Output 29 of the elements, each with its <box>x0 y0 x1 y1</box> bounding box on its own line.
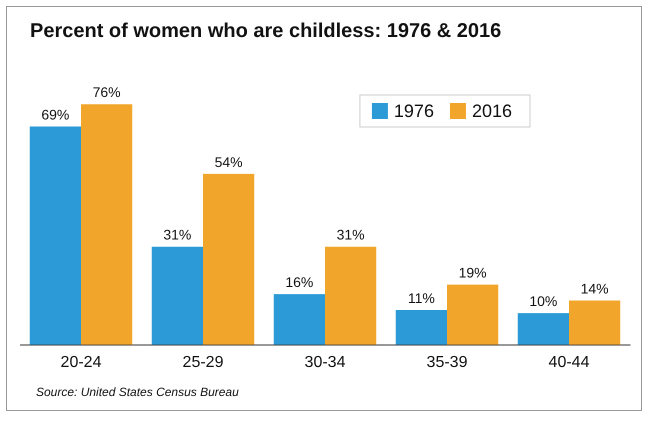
legend-label: 2016 <box>472 100 512 121</box>
bar <box>569 300 620 345</box>
x-tick-label: 30-34 <box>304 354 346 371</box>
bar <box>447 284 498 345</box>
data-label: 76% <box>92 84 121 100</box>
bar <box>518 313 569 345</box>
data-label: 31% <box>336 226 365 243</box>
bar <box>203 174 254 345</box>
data-label: 10% <box>529 293 558 310</box>
legend-label: 1976 <box>394 100 434 121</box>
data-label: 11% <box>408 290 435 306</box>
chart-title: Percent of women who are childless: 1976 & 2016 <box>30 20 502 43</box>
x-tick-label: 20-24 <box>60 354 102 371</box>
x-tick-label: 25-29 <box>182 354 224 371</box>
data-label: 69% <box>41 106 70 122</box>
data-label: 14% <box>580 280 609 296</box>
data-label: 54% <box>214 154 243 170</box>
bar <box>152 246 203 345</box>
bar <box>396 310 447 345</box>
bar <box>30 126 81 345</box>
bar <box>81 104 132 345</box>
source-note: Source: United States Census Bureau <box>36 385 239 399</box>
bar <box>325 246 376 345</box>
data-label: 16% <box>285 274 314 290</box>
x-tick-label: 40-44 <box>548 354 590 371</box>
data-label: 19% <box>458 264 487 281</box>
x-tick-label: 35-39 <box>426 354 468 371</box>
bar <box>274 294 325 345</box>
data-label: 31% <box>163 226 192 243</box>
